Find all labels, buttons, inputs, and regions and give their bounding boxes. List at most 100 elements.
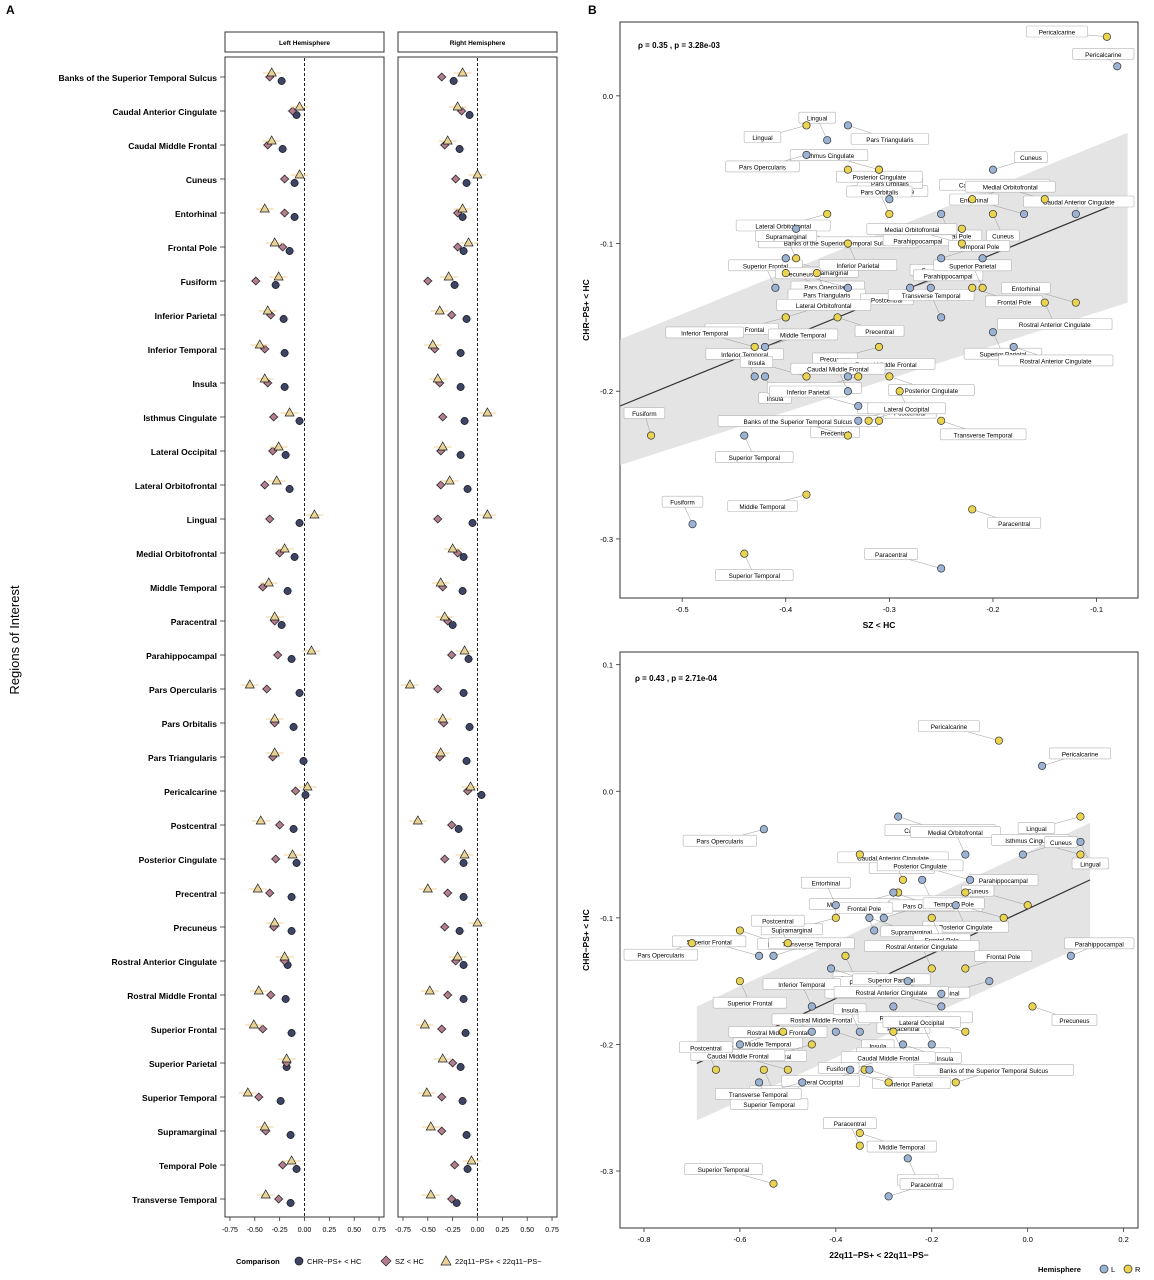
point-sz-posterior-cingulate-right (440, 854, 450, 864)
facet-strip-right (397, 31, 558, 53)
point-chr-middle-temporal-right (458, 587, 467, 595)
scatter-bottom-point-label-posterior-cingulate-l: Posterior Cingulate (893, 863, 947, 870)
point-sz-cuneus-right (451, 174, 461, 184)
point-chr-lateral-occipital-right (456, 451, 465, 459)
point-sz-pericalcarine-left (291, 786, 301, 796)
point-chr-pericalcarine-left (301, 791, 310, 799)
scatter-bottom-point-banks-of-the-superior-temporal-sulcus-r (951, 1078, 960, 1087)
point-sz-superior-temporal-left (254, 1092, 264, 1102)
scatter-top-label-box (987, 517, 1042, 529)
scatter-top-point-label-superior-temporal-l: Superior Temporal (729, 455, 780, 462)
point-chr-fusiform-right (450, 281, 459, 289)
scatter-bottom-point-caudal-middle-frontal-r (783, 1065, 792, 1074)
roi-label-pars-opercularis: Pars Opercularis (149, 685, 217, 695)
scatter-top-point-fusiform-r (647, 431, 656, 440)
point-sz-isthmus-cingulate-right (438, 412, 448, 422)
point-22q-insula-left (259, 373, 270, 383)
scatter-top-point-paracentral-l (937, 564, 946, 573)
scatter-top-y-tick-label: -0.2 (600, 387, 613, 396)
scatter-bottom-point-label-transverse-temporal-l: Transverse Temporal (782, 941, 841, 948)
point-sz-lateral-orbitofrontal-left (260, 480, 270, 490)
scatter-top-point-superior-frontal-l (771, 283, 780, 292)
scatter-bottom-point-rostral-middle-frontal-l (735, 1040, 744, 1049)
scatter-top-point-precuneus-r (874, 342, 884, 351)
scatter-bottom-point-superior-parietal-l (903, 977, 912, 986)
scatter-top-point-label-postcentral-l: Postcentral (871, 297, 903, 304)
scatter-top-point-label-lingual-l: Lingual (807, 116, 827, 123)
scatter-top-point-superior-frontal-r (781, 313, 790, 322)
scatter-bottom-point-pars-opercularis-r (687, 939, 696, 948)
point-chr-parahippocampal-right (464, 655, 473, 663)
scatter-top-point-label-fusiform-l: Fusiform (670, 500, 695, 507)
scatter-top-point-label-precuneus-l: Precuneus (783, 271, 813, 278)
point-sz-fusiform-left (251, 276, 261, 286)
point-22q-caudal-middle-frontal-right (442, 135, 453, 145)
scatter-bottom-point-fusiform-r (884, 1078, 893, 1087)
scatter-legend: Hemisphere L R (1038, 1264, 1141, 1274)
scatter-bottom-y-tick-label: 0.1 (603, 661, 613, 670)
scatter-top-point-label-cuneus-l: Cuneus (1020, 155, 1042, 162)
scatter-legend-label-r: R (1135, 1265, 1141, 1274)
scatter-bottom-point-label-middle-temporal-r: Middle Temporal (879, 1145, 925, 1152)
scatter-top-point-medial-orbitofrontal-r (968, 195, 977, 204)
point-chr-superior-frontal-left (287, 1029, 296, 1037)
scatter-bottom-point-label-caudal-middle-frontal-l: Caudal Middle Frontal (857, 1055, 919, 1062)
point-sz-postcentral-left (275, 820, 285, 830)
point-22q-superior-frontal-right (419, 1019, 430, 1029)
point-chr-isthmus-cingulate-left (295, 417, 304, 425)
scatter-top-point-label-transverse-temporal-r: Transverse Temporal (954, 432, 1013, 439)
scatter-top-label-box (715, 569, 794, 581)
point-chr-supramarginal-right (462, 1131, 471, 1139)
scatter-top-point-label-fusiform-r: Fusiform (632, 411, 657, 418)
scatter-top-x-label: SZ < HC (863, 620, 896, 630)
point-sz-precuneus-right (440, 922, 450, 932)
point-chr-superior-frontal-right (461, 1029, 470, 1037)
scatter-bottom-label-box (728, 1026, 828, 1038)
x-tick-label-left: -0.75 (222, 1227, 238, 1234)
point-chr-rostral-anterior-cingulate-right (459, 961, 468, 969)
point-22q-lateral-occipital-left (273, 441, 284, 451)
point-chr-paracentral-left (277, 621, 286, 629)
point-chr-inferior-parietal-right (462, 315, 471, 323)
point-22q-precentral-left (252, 883, 263, 893)
scatter-top-point-label-precentral-r: Precentral (821, 430, 850, 437)
roi-label-inferior-temporal: Inferior Temporal (148, 345, 217, 355)
point-sz-frontal-pole-right (453, 242, 463, 252)
scatter-bottom-point-pars-triangularis-l (826, 964, 836, 973)
scatter-bottom-point-transverse-temporal-l (769, 951, 778, 960)
scatter-top-point-lateral-occipital-r (864, 416, 873, 425)
point-sz-temporal-pole-left (278, 1160, 288, 1170)
roi-label-pericalcarine: Pericalcarine (164, 787, 217, 797)
scatter-top-point-middle-temporal-l (760, 342, 770, 351)
scatter-bottom-point-posterior-cingulate-l (951, 901, 960, 910)
x-tick-label-right: 0.50 (520, 1227, 534, 1234)
scatter-top-point-lingual-l (823, 136, 832, 145)
x-tick-label-left: 0.50 (347, 1227, 361, 1234)
scatter-top-point-entorhinal-l (1019, 209, 1029, 219)
point-chr-frontal-pole-left (285, 247, 294, 255)
point-sz-fusiform-right (423, 276, 433, 286)
point-22q-lingual-left (309, 509, 320, 519)
scatter-bottom-point-label-paracentral-l: Paracentral (887, 1026, 919, 1033)
scatter-top-point-pericalcarine-l (1113, 62, 1122, 71)
point-22q-frontal-pole-left (269, 237, 280, 247)
scatter-top-point-isthmus-cingulate-r (874, 165, 884, 174)
roi-label-medial-orbitofrontal: Medial Orbitofrontal (136, 549, 217, 559)
scatter-bottom-x-tick-label: -0.6 (733, 1235, 746, 1244)
scatter-bottom-point-superior-frontal-l (755, 951, 764, 960)
point-sz-entorhinal-left (280, 208, 290, 218)
point-chr-superior-parietal-right (456, 1063, 465, 1071)
scatter-top-point-label-pars-triangularis-r: Pars Triangularis (803, 293, 850, 300)
roi-label-superior-temporal: Superior Temporal (142, 1093, 217, 1103)
point-22q-pars-orbitalis-right (437, 713, 448, 723)
roi-label-temporal-pole: Temporal Pole (159, 1161, 217, 1171)
point-22q-precentral-right (422, 883, 433, 893)
scatter-bottom-label-box (1017, 822, 1056, 834)
scatter-top-point-cuneus-l (988, 165, 998, 174)
scatter-top-point-pericalcarine-r (1102, 32, 1111, 41)
roi-label-column: Banks of the Superior Temporal Sulcus Cau… (58, 73, 225, 1205)
scatter-bottom-point-entorhinal-l (831, 901, 840, 910)
point-22q-transverse-temporal-right (425, 1189, 436, 1199)
scatter-bottom-point-supramarginal-l (865, 913, 874, 922)
scatter-top-point-medial-orbitofrontal-r (957, 239, 966, 248)
